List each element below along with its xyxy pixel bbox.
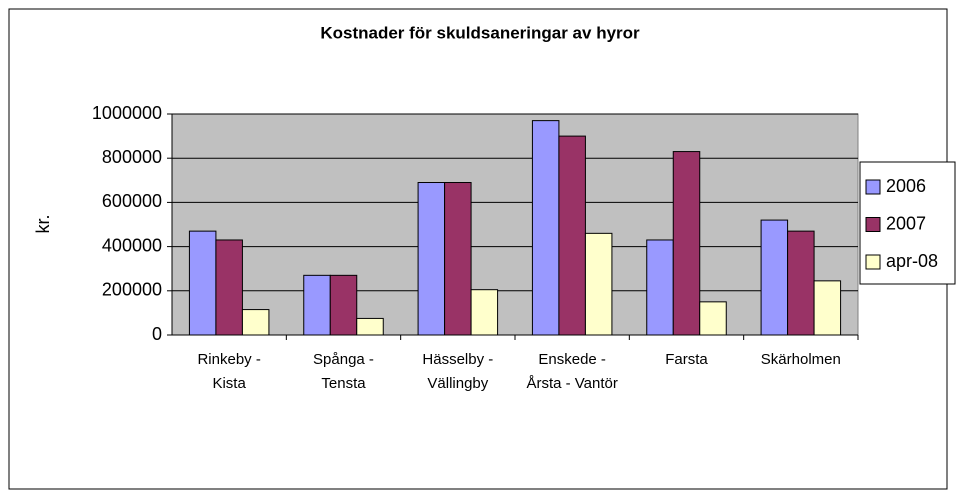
- y-tick-label: 400000: [102, 235, 162, 255]
- legend-label: 2006: [886, 176, 926, 196]
- chart-title: Kostnader för skuldsaneringar av hyror: [320, 23, 640, 42]
- bar: [188, 230, 217, 336]
- x-tick-label: Farsta: [665, 351, 708, 368]
- legend-label: 2007: [886, 213, 926, 233]
- bar: [813, 280, 842, 336]
- y-tick-label: 800000: [102, 147, 162, 167]
- y-axis-label: kr.: [33, 214, 53, 233]
- bar: [215, 239, 243, 336]
- bar: [646, 239, 674, 336]
- bar: [672, 151, 701, 336]
- x-tick-label: Hässelby - Vällingby: [422, 351, 494, 392]
- legend-swatch: [865, 179, 881, 195]
- bar: [531, 120, 560, 336]
- y-tick-label: 200000: [102, 280, 162, 300]
- bar: [417, 182, 446, 336]
- x-tick-label: Spånga - Tensta: [313, 351, 374, 392]
- y-tick-label: 1000000: [92, 103, 162, 123]
- bar: [584, 232, 613, 336]
- bar: [444, 182, 472, 336]
- bar: [329, 274, 358, 336]
- bar: [356, 317, 384, 336]
- bar: [241, 309, 270, 336]
- legend-swatch: [865, 254, 881, 270]
- legend-label: apr-08: [886, 251, 938, 271]
- bar: [470, 289, 499, 336]
- legend-swatch: [865, 217, 881, 232]
- bar: [303, 274, 331, 336]
- x-tick-label: Skärholmen: [760, 351, 841, 368]
- y-tick-label: 600000: [102, 191, 162, 211]
- y-tick-label: 0: [152, 324, 162, 344]
- bar: [760, 219, 789, 336]
- bar: [699, 301, 727, 336]
- x-tick-label: Enskede - Årsta - Vantör: [526, 351, 618, 392]
- plot-area: [171, 113, 859, 336]
- bar: [558, 135, 586, 336]
- bar: [787, 230, 815, 336]
- x-tick-label: Rinkeby - Kista: [197, 351, 261, 392]
